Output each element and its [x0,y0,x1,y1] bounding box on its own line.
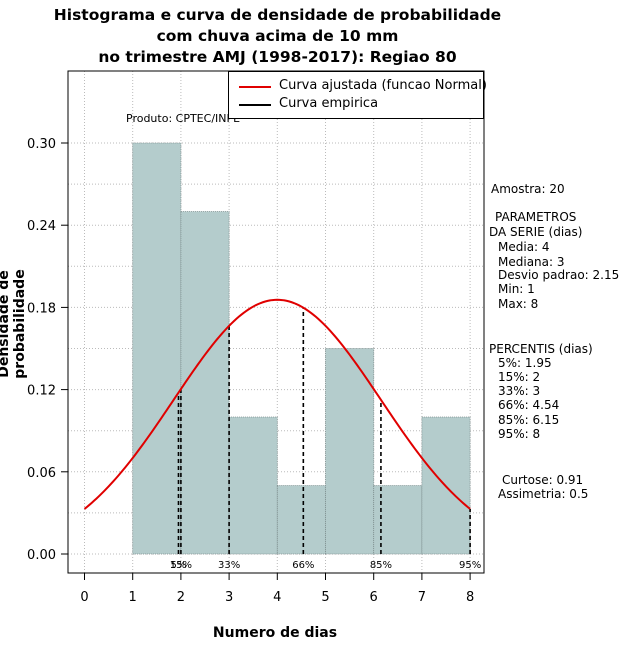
x-tick-label: 0 [80,590,88,605]
percentile-85: 85%: 6.15 [498,413,560,427]
curtose-value: Curtose: 0.91 [502,473,584,487]
sample-size: Amostra: 20 [491,182,565,196]
y-tick-label: 0.24 [27,219,56,234]
percentile-label-85: 85% [370,560,392,571]
legend-label-fitted: Curva ajustada (funcao Normal) [279,78,487,93]
y-axis-title: Densidade de probabilidade [0,269,28,379]
histogram-bar-3 [228,416,278,555]
legend-item-empirical: Curva empirica [229,96,483,114]
param-mediana: Mediana: 3 [498,255,565,269]
x-tick-label: 2 [177,590,185,605]
x-axis-title: Numero de dias [212,625,338,641]
legend: Curva ajustada (funcao Normal) Curva emp… [228,71,487,119]
percentile-layer: 5%15% 33% 66% 85% 95% [170,307,481,571]
legend-swatch-fitted [239,86,271,88]
x-tick-label: 1 [129,590,137,605]
x-tick-label: 5 [321,590,329,605]
x-tick-label: 8 [466,590,474,605]
x-tick-label: 6 [370,590,378,605]
percentile-5: 5%: 1.95 [498,356,552,370]
percentile-33: 33%: 3 [498,384,541,398]
param-desvio: Desvio padrao: 2.15 [498,268,620,282]
percentis-header: PERCENTIS (dias) [489,342,593,356]
legend-item-fitted: Curva ajustada (funcao Normal) [229,78,487,96]
fitted-normal-curve [83,298,471,510]
y-tick-label: 0.18 [27,301,56,316]
percentile-label-66: 66% [292,560,314,571]
histogram-bar-5 [325,348,375,555]
bars-layer [132,142,471,555]
x-tick-label: 4 [273,590,281,605]
percentile-95: 95%: 8 [498,427,541,441]
percentile-label-15: 15% [170,560,192,571]
percentile-label-33: 33% [218,560,240,571]
legend-label-empirical: Curva empirica [279,96,379,111]
param-max: Max: 8 [498,297,539,311]
params-header-2: DA SERIE (dias) [489,225,583,239]
y-tick-label: 0.06 [27,466,56,481]
param-min: Min: 1 [498,282,535,296]
x-tick-label: 3 [225,590,233,605]
param-media: Media: 4 [498,240,550,254]
curve-layer [83,298,471,510]
percentile-label-5: 5% [171,560,187,571]
y-tick-label: 0.12 [27,384,56,399]
histogram-bar-2 [180,211,230,555]
histogram-bar-1 [132,142,182,555]
percentile-label-95: 95% [459,560,481,571]
histogram-bar-4 [276,485,326,555]
assimetria-value: Assimetria: 0.5 [498,487,589,501]
x-tick-label: 7 [418,590,426,605]
chart-title-line-3: no trimestre AMJ (1998-2017): Regiao 80 [98,48,457,66]
y-tick-label: 0.30 [27,137,56,152]
legend-swatch-empirical [239,104,271,106]
percentile-15: 15%: 2 [498,370,541,384]
percentile-66: 66%: 4.54 [498,398,560,412]
chart-title-line-2: com chuva acima de 10 mm [156,27,399,45]
chart-title-line-1: Histograma e curva de densidade de proba… [53,6,502,24]
y-tick-label: 0.00 [27,548,56,563]
producer-note: Produto: CPTEC/INPE [126,112,241,125]
params-header-1: PARAMETROS [495,210,577,224]
